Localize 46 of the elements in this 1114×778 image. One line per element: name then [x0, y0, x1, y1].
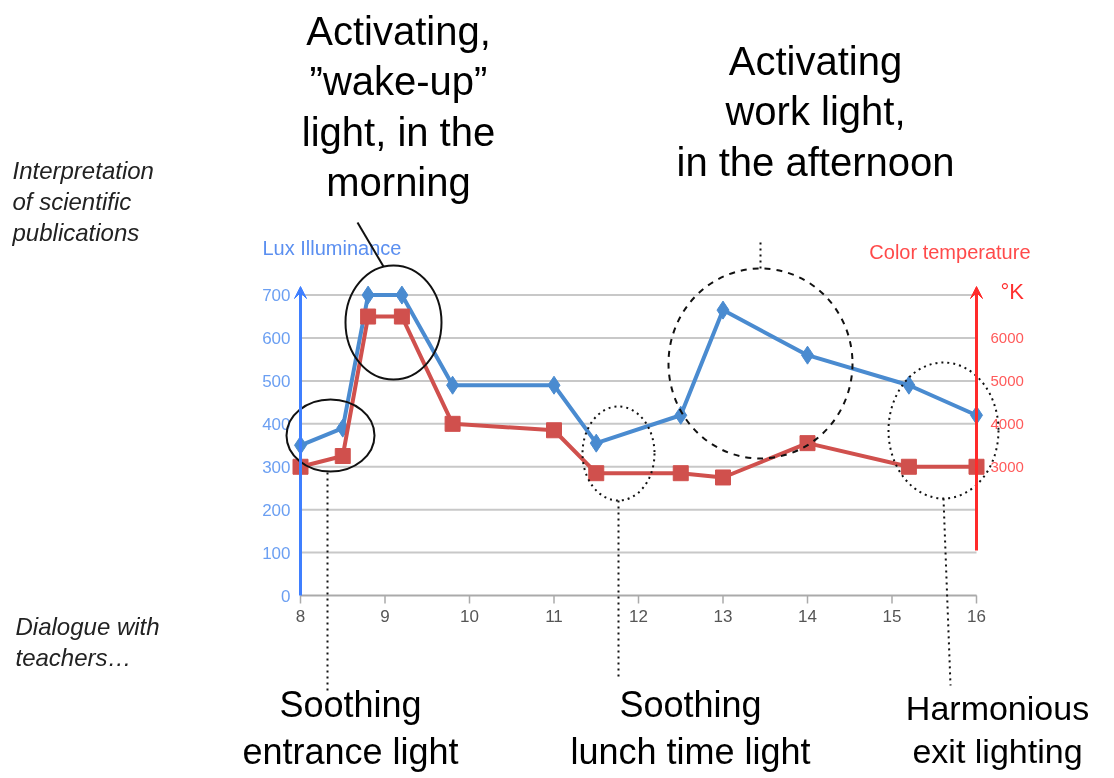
text: Activating work light, in the afternoon [676, 38, 955, 184]
point [546, 422, 562, 439]
text: Activating, ”wake-up” light, in the morning [301, 8, 496, 205]
x-tick-label: 16 [967, 606, 986, 626]
y-tick-label: 600 [262, 329, 291, 348]
x-tick-label: 11 [545, 606, 563, 626]
y-tick-label: 0 [281, 586, 291, 606]
text: Dialogue with teachers… [15, 612, 160, 671]
point [444, 415, 461, 432]
x-tick-label: 12 [629, 606, 648, 626]
text: °K [1000, 278, 1025, 304]
point [361, 285, 375, 305]
point [799, 435, 816, 452]
point [900, 458, 917, 475]
x-tick-label: 13 [713, 606, 733, 626]
y-tick-label: 100 [262, 543, 291, 563]
point [588, 465, 605, 482]
point [547, 375, 561, 395]
y2-tick-label: 4000 [990, 414, 1024, 432]
point [395, 285, 409, 305]
y2-tick-label: 3000 [990, 457, 1024, 475]
x-tick-label: 8 [295, 606, 306, 626]
point [360, 308, 377, 325]
x-tick-label: 15 [882, 606, 902, 626]
point [902, 375, 916, 395]
point [393, 308, 410, 325]
text: Soothing entrance light [242, 683, 459, 772]
x-tick-label: 9 [380, 606, 390, 626]
point [715, 469, 731, 486]
y-tick-label: 200 [262, 500, 291, 520]
text: Harmonious exit lighting [905, 688, 1090, 771]
y-tick-label: 700 [262, 286, 291, 306]
y-tick-label: 300 [262, 457, 291, 477]
point [716, 300, 730, 320]
text: Interpretation of scientific publications [11, 156, 154, 246]
x-tick-label: 14 [798, 606, 817, 626]
y-tick-label: 500 [262, 371, 291, 391]
text: Soothing lunch time light [570, 683, 811, 772]
point [446, 375, 460, 395]
point [672, 465, 689, 482]
y2-axis-title: Color temperature [869, 240, 1031, 263]
point [589, 433, 603, 453]
y2-tick-label: 6000 [990, 329, 1024, 346]
point [334, 448, 351, 465]
x-tick-label: 10 [460, 606, 479, 626]
y2-tick-label: 5000 [990, 371, 1024, 389]
